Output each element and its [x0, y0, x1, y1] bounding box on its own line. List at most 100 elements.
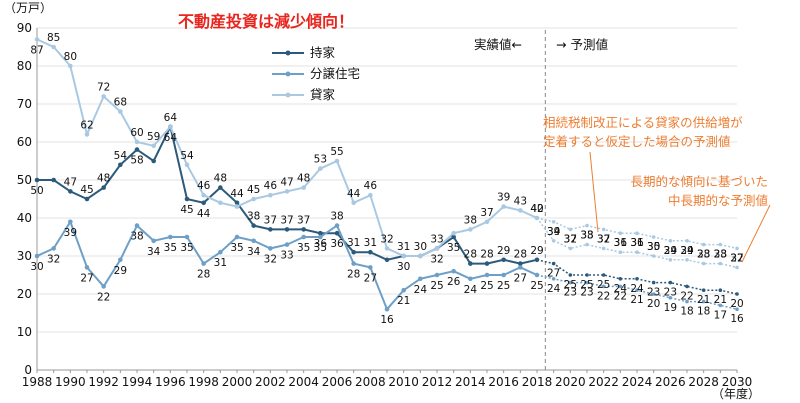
point-kashiya: [418, 253, 423, 259]
point-kashiya-tax-case: [635, 250, 639, 254]
actual-section-label: 実績値←: [474, 37, 522, 52]
x-tick-label: 2030: [722, 375, 753, 389]
x-tick-label: 2006: [322, 375, 353, 389]
y-tick-label: 0: [24, 363, 32, 377]
point-bunjo: [284, 242, 290, 247]
data-label-mochiie: 29: [497, 245, 510, 257]
forecast-point-mochiie: [735, 292, 739, 296]
forecast-label-bunjo: 24: [547, 283, 561, 295]
forecast-label-kashiya: 38: [580, 230, 593, 242]
data-label-mochiie: 38: [247, 211, 260, 223]
forecast-point-mochiie: [685, 284, 689, 289]
forecast-label-mochiie: 23: [664, 287, 677, 299]
point-mochiie: [184, 196, 190, 202]
data-label-bunjo: 25: [530, 280, 543, 292]
forecast-point-mochiie: [551, 261, 556, 266]
forecast-label-kashiya: 36: [614, 237, 628, 249]
x-tick-label: 1988: [22, 375, 53, 389]
point-kashiya: [384, 246, 390, 251]
point-kashiya: [334, 158, 340, 164]
data-label-bunjo: 31: [214, 257, 227, 269]
note-line: 中長期的な予測値: [668, 193, 768, 208]
point-kashiya-tax-case: [701, 261, 706, 266]
forecast-point-mochiie: [568, 273, 573, 277]
y-tick-label: 50: [17, 173, 32, 187]
data-label-kashiya: 48: [297, 173, 310, 185]
x-tick-label: 1990: [55, 375, 86, 389]
point-mochiie: [351, 249, 356, 255]
point-kashiya: [201, 192, 206, 198]
forecast-point-kashiya: [668, 239, 673, 243]
x-tick-label: 2016: [488, 375, 519, 389]
data-label-mochiie: 32: [430, 253, 443, 265]
data-label-kashiya-tax-case: 32: [597, 233, 610, 245]
point-bunjo: [218, 249, 223, 255]
data-label-bunjo: 32: [47, 253, 60, 265]
note-line: 長期的な傾向に基づいた: [630, 174, 768, 189]
point-kashiya: [51, 44, 56, 50]
point-kashiya: [368, 192, 373, 198]
forecast-label-mochiie: 20: [730, 298, 743, 310]
point-mochiie: [484, 261, 490, 266]
point-mochiie: [518, 261, 523, 266]
point-kashiya-tax-case: [651, 254, 656, 258]
x-tick-label: 1994: [122, 375, 153, 389]
data-label-mochiie: 31: [364, 237, 377, 249]
data-label-bunjo: 22: [97, 291, 110, 303]
point-mochiie: [384, 257, 390, 263]
forecast-label-kashiya: 34: [664, 245, 678, 257]
data-label-kashiya: 46: [364, 180, 378, 192]
point-bunjo: [368, 265, 373, 270]
forecast-label-mochiie: 24: [614, 283, 628, 295]
y-tick-label: 80: [17, 59, 32, 73]
data-label-mochiie: 44: [197, 208, 211, 220]
point-bunjo: [84, 265, 90, 270]
point-kashiya: [451, 230, 456, 236]
forecast-point-mochiie: [585, 273, 589, 277]
point-kashiya: [318, 166, 323, 171]
data-label-kashiya-tax-case: 28: [714, 249, 727, 261]
forecast-point-mochiie: [701, 288, 706, 293]
legend-label: 貸家: [310, 87, 336, 102]
point-bunjo: [251, 238, 256, 244]
point-mochiie: [118, 162, 123, 168]
point-bunjo: [501, 272, 506, 278]
forecast-point-bunjo: [635, 288, 639, 293]
data-label-kashiya: 87: [30, 44, 43, 56]
legend-marker: [285, 50, 291, 56]
data-label-bunjo: 28: [347, 269, 360, 281]
forecast-label-kashiya: 32: [730, 252, 743, 264]
data-label-kashiya-tax-case: 31: [614, 237, 627, 249]
data-label-bunjo: 32: [264, 253, 277, 265]
data-label-mochiie: 37: [280, 214, 293, 226]
data-label-mochiie: 31: [347, 237, 360, 249]
point-kashiya: [218, 200, 223, 206]
forecast-label-bunjo: 22: [597, 290, 610, 302]
data-label-kashiya-tax-case: 30: [647, 241, 660, 253]
point-kashiya: [301, 185, 306, 190]
forecast-label-kashiya: 35: [647, 241, 660, 253]
forecast-label-mochiie: 21: [714, 294, 727, 306]
point-mochiie: [318, 230, 323, 236]
point-bunjo: [134, 223, 140, 228]
forecast-label-bunjo: 20: [647, 298, 660, 310]
point-mochiie: [151, 158, 156, 164]
point-kashiya: [501, 204, 506, 209]
forecast-point-mochiie: [618, 277, 623, 281]
point-kashiya: [118, 109, 123, 114]
forecast-label-mochiie: 22: [680, 290, 693, 302]
point-kashiya: [168, 124, 173, 130]
y-tick-label: 60: [17, 135, 32, 149]
point-bunjo: [68, 219, 73, 225]
data-label-mochiie: 37: [297, 214, 310, 226]
forecast-point-bunjo: [618, 284, 623, 289]
forecast-label-kashiya: 36: [630, 237, 644, 249]
forecast-label-bunjo: 21: [630, 294, 643, 306]
data-label-kashiya: 38: [464, 214, 477, 226]
data-label-bunjo: 35: [164, 242, 177, 254]
data-label-kashiya-tax-case: 33: [580, 230, 593, 242]
point-kashiya-tax-case: [551, 239, 556, 243]
